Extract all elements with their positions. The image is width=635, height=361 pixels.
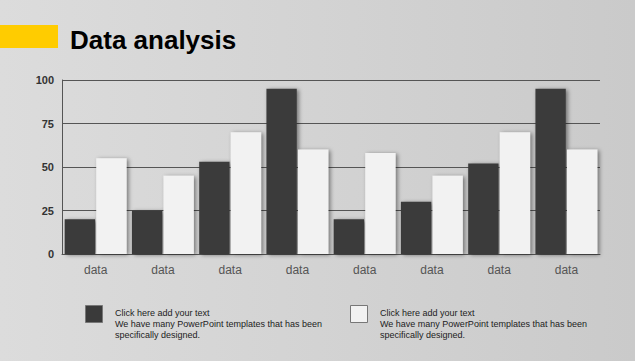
svg-text:Click here add your text: Click here add your text: [115, 308, 210, 318]
svg-text:We have many PowerPoint templa: We have many PowerPoint templates that h…: [380, 319, 589, 329]
svg-text:data: data: [151, 263, 175, 277]
svg-text:Data analysis: Data analysis: [70, 25, 236, 55]
svg-text:data: data: [420, 263, 444, 277]
svg-text:Click here add your text: Click here add your text: [380, 308, 475, 318]
svg-text:We have many PowerPoint templa: We have many PowerPoint templates that h…: [115, 319, 324, 329]
svg-text:data: data: [555, 263, 579, 277]
svg-text:specifically designed.: specifically designed.: [115, 330, 200, 340]
svg-text:data: data: [286, 263, 310, 277]
svg-text:data: data: [84, 263, 108, 277]
svg-text:data: data: [487, 263, 511, 277]
svg-text:data: data: [353, 263, 377, 277]
svg-text:0: 0: [48, 248, 54, 260]
svg-text:25: 25: [42, 205, 54, 217]
svg-text:75: 75: [42, 118, 54, 130]
svg-text:specifically designed.: specifically designed.: [380, 330, 465, 340]
svg-text:data: data: [218, 263, 242, 277]
svg-text:50: 50: [42, 161, 54, 173]
svg-text:100: 100: [36, 74, 54, 86]
